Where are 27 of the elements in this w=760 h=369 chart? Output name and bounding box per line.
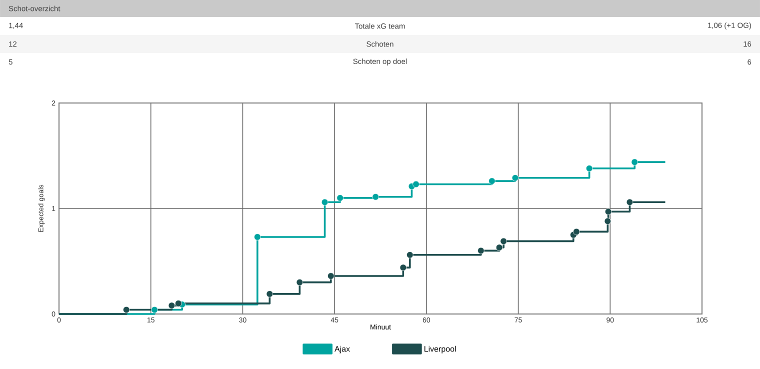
point	[512, 174, 519, 182]
point	[496, 244, 503, 251]
point	[500, 238, 507, 245]
point	[254, 234, 261, 240]
point	[631, 158, 638, 166]
point	[266, 290, 274, 298]
point	[478, 247, 484, 254]
point	[336, 194, 344, 202]
point	[321, 198, 328, 206]
point	[406, 252, 414, 258]
point	[168, 302, 176, 309]
point	[412, 180, 420, 188]
point	[573, 228, 580, 236]
point	[328, 272, 334, 280]
point	[372, 193, 380, 200]
point	[604, 218, 612, 225]
point	[626, 198, 634, 206]
point	[296, 278, 304, 286]
point	[586, 165, 593, 172]
legend-label: Ajax	[334, 346, 350, 354]
point	[400, 264, 407, 271]
point	[604, 208, 612, 216]
point	[175, 300, 182, 307]
point	[151, 306, 158, 314]
point	[122, 306, 130, 314]
legend-label: Liverpool	[424, 346, 456, 354]
point	[488, 178, 496, 184]
